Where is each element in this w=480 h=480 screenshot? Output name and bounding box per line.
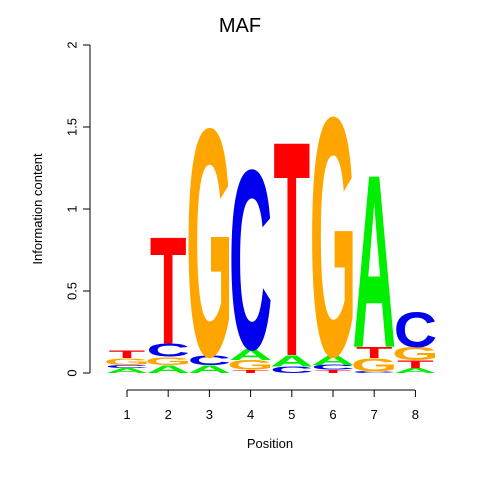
y-tick-label: 0.5 xyxy=(65,282,80,300)
logo-letter-t: T xyxy=(109,348,146,361)
logo-letter-c: C xyxy=(394,301,437,357)
logo-letter-t: T xyxy=(397,358,434,371)
logo-letter-a: A xyxy=(188,363,231,376)
logo-letter-c: C xyxy=(188,353,231,368)
x-axis-label: Position xyxy=(247,436,293,451)
y-tick-label: 2 xyxy=(65,41,80,48)
logo-letter-a: A xyxy=(311,353,354,368)
y-axis-label: Information content xyxy=(30,153,45,265)
logo-letter-c: C xyxy=(311,364,354,372)
logo-letter-a: A xyxy=(147,363,190,376)
x-tick-label: 7 xyxy=(371,407,378,422)
logo-letter-t: T xyxy=(150,205,187,376)
logo-letter-c: C xyxy=(353,371,396,374)
x-tick-label: 6 xyxy=(329,407,336,422)
logo-letter-a: A xyxy=(394,367,437,375)
logo-letter-a: A xyxy=(229,346,272,364)
logo-letter-c: C xyxy=(147,340,190,360)
logo-letter-t: T xyxy=(315,369,352,374)
y-tick-label: 1.5 xyxy=(65,118,80,136)
x-tick-label: 3 xyxy=(206,407,213,422)
x-tick-label: 2 xyxy=(165,407,172,422)
logo-letter-a: A xyxy=(353,124,396,400)
x-tick-label: 5 xyxy=(288,407,295,422)
logo-letter-g: G xyxy=(104,357,151,367)
y-tick-label: 0 xyxy=(65,369,80,376)
logo-letter-g: G xyxy=(310,46,357,428)
y-axis-ticks: 0 0.5 1 1.5 2 xyxy=(65,41,90,377)
logo-letter-a: A xyxy=(105,367,148,375)
x-tick-label: 1 xyxy=(123,407,130,422)
y-axis: 0 0.5 1 1.5 2 xyxy=(65,41,91,377)
x-tick-label: 8 xyxy=(412,407,419,422)
logo-letter-c: C xyxy=(270,365,313,375)
x-axis-ticks: 1 2 3 4 5 6 7 8 xyxy=(123,390,419,422)
y-tick-label: 1 xyxy=(65,205,80,212)
x-axis: 1 2 3 4 5 6 7 8 xyxy=(123,389,419,422)
logo-letter-t: T xyxy=(356,344,393,362)
logo-letter-t: T xyxy=(273,77,310,420)
logo-letter-c: C xyxy=(105,364,148,369)
chart-title: MAF xyxy=(219,15,261,37)
logo-letter-c: C xyxy=(229,117,272,403)
logo-letter-a: A xyxy=(270,352,313,370)
x-tick-label: 4 xyxy=(247,407,254,422)
logo-letter-g: G xyxy=(145,355,192,368)
logo-letter-t: T xyxy=(232,369,269,374)
logo-letter-g: G xyxy=(392,344,439,364)
logo-letter-g: G xyxy=(351,355,398,375)
logo-letter-g: G xyxy=(227,358,274,373)
logo-letter-g: G xyxy=(186,60,233,424)
